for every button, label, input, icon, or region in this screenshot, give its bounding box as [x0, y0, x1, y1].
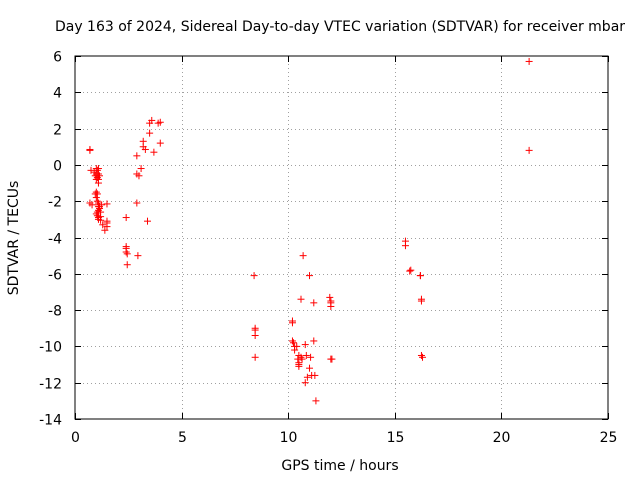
data-point [92, 210, 100, 218]
data-point [251, 332, 259, 340]
data-point [302, 351, 310, 359]
data-point [525, 57, 533, 65]
data-point [143, 217, 151, 225]
data-point [103, 217, 111, 225]
x-tick-label: 20 [493, 430, 511, 446]
data-point [87, 166, 95, 174]
data-point [416, 272, 424, 280]
data-point [419, 353, 427, 361]
data-point [326, 293, 334, 301]
data-point [293, 342, 301, 350]
data-point [97, 216, 105, 224]
y-tick-label: -4 [48, 232, 62, 248]
data-point [135, 172, 143, 180]
data-point [328, 355, 336, 363]
x-tick-label: 15 [387, 430, 405, 446]
data-point [301, 341, 309, 349]
data-point [311, 371, 319, 379]
y-tick-label: -12 [39, 377, 62, 393]
data-point [406, 267, 414, 275]
data-point [86, 146, 94, 154]
data-point [93, 197, 101, 205]
data-point [288, 337, 296, 345]
data-point [141, 145, 149, 153]
data-point [290, 339, 298, 347]
data-point [303, 373, 311, 381]
data-point [122, 248, 130, 256]
data-point [101, 226, 109, 234]
data-point [103, 200, 111, 208]
data-point [301, 379, 309, 387]
data-point [146, 129, 154, 137]
data-point [407, 266, 415, 274]
chart-title: Day 163 of 2024, Sidereal Day-to-day VTE… [55, 19, 625, 35]
y-tick-label: 0 [53, 159, 62, 175]
plot-frame [74, 55, 609, 420]
data-point [93, 190, 101, 198]
data-point [297, 295, 305, 303]
data-point [327, 302, 335, 310]
data-point [139, 137, 147, 145]
data-point [122, 214, 130, 222]
y-tick-label: 2 [53, 123, 62, 139]
x-tick-label: 10 [280, 430, 298, 446]
data-point [156, 118, 164, 126]
data-point [306, 272, 314, 280]
data-point [93, 212, 101, 220]
data-point [134, 252, 142, 260]
data-point [123, 250, 131, 258]
data-point [417, 297, 425, 305]
data-point [291, 346, 299, 354]
axis-ticks: 0 5 10 15 20 25 -14 -12 -10 -8 -6 -4 -2 0 2 4 6 [39, 50, 617, 447]
data-point [148, 116, 156, 124]
x-axis-label: GPS time / hours [281, 458, 398, 474]
data-point [92, 194, 100, 202]
y-axis-label: SDTVAR / TECUs [6, 181, 22, 296]
data-point [288, 317, 296, 325]
data-point [94, 165, 102, 173]
data-point [298, 355, 306, 363]
data-point [137, 165, 145, 173]
data-point [94, 179, 102, 187]
data-point [312, 397, 320, 405]
y-tick-label: -14 [39, 413, 62, 429]
x-tick-label: 5 [178, 430, 187, 446]
data-point [156, 139, 164, 147]
grid-lines [75, 56, 608, 419]
data-point [251, 353, 259, 361]
data-point [401, 242, 409, 250]
data-point [99, 221, 107, 229]
data-point [525, 146, 533, 154]
data-point [299, 252, 307, 260]
data-point [310, 337, 318, 345]
y-tick-label: -10 [39, 340, 62, 356]
data-point [133, 152, 141, 160]
y-tick-label: -8 [48, 304, 62, 320]
data-point [88, 201, 96, 209]
data-point [297, 353, 305, 361]
data-point [306, 364, 314, 372]
data-point [250, 272, 258, 280]
data-point [307, 353, 315, 361]
data-point [98, 201, 106, 209]
y-tick-label: 6 [53, 50, 62, 66]
data-point [93, 166, 101, 174]
y-tick-label: 4 [53, 86, 62, 102]
data-points [86, 57, 533, 405]
data-point [96, 172, 104, 180]
data-point [133, 199, 141, 207]
y-tick-label: -6 [48, 268, 62, 284]
data-point [150, 148, 158, 156]
y-tick-label: -2 [48, 195, 62, 211]
data-point [295, 362, 303, 370]
data-point [97, 208, 105, 216]
data-point [123, 261, 131, 269]
data-point [310, 299, 318, 307]
x-tick-label: 0 [71, 430, 80, 446]
data-point [417, 351, 425, 359]
x-tick-label: 25 [600, 430, 618, 446]
